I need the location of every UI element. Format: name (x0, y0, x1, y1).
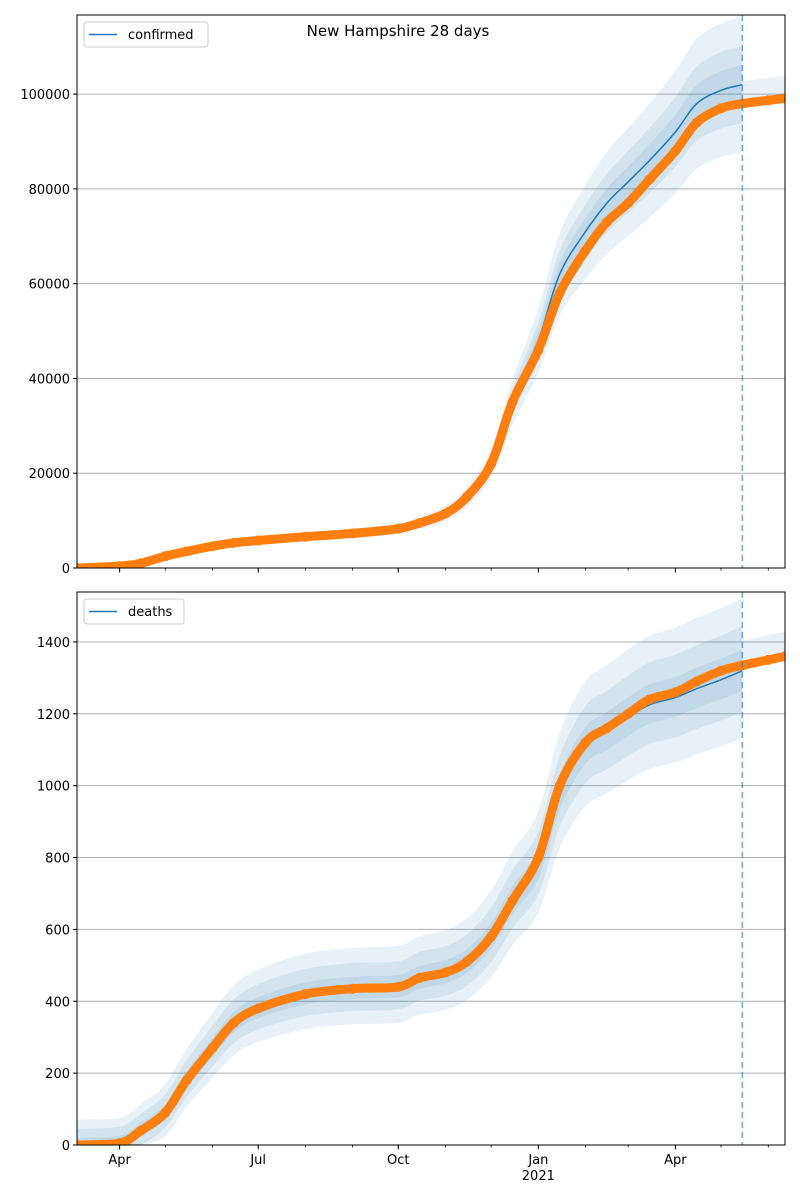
observed-point (414, 972, 425, 983)
observed-point (780, 93, 785, 104)
observed-point (300, 531, 311, 542)
y-tick-label: 0 (62, 562, 70, 577)
legend-label: confirmed (128, 28, 194, 43)
uncertainty-band-3 (77, 17, 743, 568)
observed-point (601, 217, 612, 228)
observed-point (77, 1140, 82, 1145)
observed-point (644, 694, 655, 705)
y-tick-label: 1400 (37, 636, 70, 651)
uncertainty-band-3 (77, 598, 743, 1145)
observed-point (207, 541, 218, 552)
observed-point (507, 895, 518, 906)
observed-point (461, 491, 472, 502)
legend-box (83, 598, 185, 625)
observed-point (114, 561, 125, 568)
observed-point (691, 676, 702, 687)
observed-point (253, 1003, 264, 1014)
legend: deaths (83, 598, 185, 625)
uncertainty-band-1 (77, 65, 743, 568)
observed-point (253, 535, 264, 546)
observed-point (486, 931, 497, 942)
observed-data-series (77, 93, 785, 568)
axes-frame (76, 14, 786, 569)
observed-point (601, 723, 612, 734)
y-tick-label: 800 (45, 852, 70, 867)
observed-point (228, 537, 239, 548)
plot-area (77, 598, 785, 1145)
y-tick-label: 1000 (37, 780, 70, 795)
x-tick-label: Jan (527, 1153, 548, 1168)
observed-point (486, 458, 497, 469)
observed-point (461, 956, 472, 967)
plot-area (77, 17, 785, 568)
observed-point (440, 508, 451, 519)
observed-point (670, 145, 681, 156)
panel-confirmed: 0 20000 40000 60000 80000 100000 confirmed (20, 14, 786, 577)
observed-point (623, 198, 634, 209)
y-tick-label: 60000 (29, 278, 70, 293)
observed-point (716, 665, 727, 676)
observed-point (691, 117, 702, 128)
observed-point (300, 989, 311, 1000)
observed-point (644, 174, 655, 185)
y-tick-label: 0 (62, 1139, 70, 1154)
legend-box (83, 21, 209, 48)
uncertainty-band-2 (77, 46, 743, 568)
observed-point (580, 737, 591, 748)
observed-point (580, 245, 591, 256)
x-tick-label: Oct (387, 1153, 409, 1168)
observed-point (554, 780, 565, 791)
y-tick-label: 100000 (20, 88, 70, 103)
observed-point (716, 103, 727, 114)
observed-point (507, 397, 518, 408)
x-tick-label: Apr (108, 1153, 131, 1168)
observed-point (135, 1125, 146, 1136)
observed-point (554, 288, 565, 299)
observed-point (347, 528, 358, 539)
observed-point (763, 654, 774, 665)
observed-point (440, 967, 451, 978)
observed-data-series (77, 651, 785, 1145)
y-tick-label: 200 (45, 1067, 70, 1082)
observed-point (160, 551, 171, 562)
chart-title: New Hampshire 28 days (307, 22, 490, 40)
x-tick-label: Apr (664, 1153, 687, 1168)
axes-frame (76, 591, 786, 1146)
observed-point (114, 1138, 125, 1145)
y-tick-label: 80000 (29, 183, 70, 198)
observed-point (533, 852, 544, 863)
panel-deaths: 0 200 400 600 800 1000 1200 1400 Apr Jul Oct Jan202… (37, 591, 786, 1184)
observed-point (737, 98, 748, 109)
observed-point (414, 517, 425, 528)
y-tick-label: 40000 (29, 372, 70, 387)
observed-point (77, 563, 82, 568)
observed-point (347, 983, 358, 994)
y-tick-label: 1200 (37, 708, 70, 723)
observed-point (393, 981, 404, 992)
observed-point (135, 558, 146, 568)
observed-point (763, 95, 774, 106)
observed-point (181, 1075, 192, 1086)
y-tick-label: 400 (45, 995, 70, 1010)
x-tick-label: Jul (249, 1153, 266, 1168)
y-tick-label: 20000 (29, 467, 70, 482)
observed-point (393, 523, 404, 534)
legend-label: deaths (128, 605, 173, 620)
observed-point (207, 1042, 218, 1053)
observed-point (780, 651, 785, 662)
observed-point (623, 708, 634, 719)
observed-point (670, 687, 681, 698)
observed-point (181, 546, 192, 557)
observed-point (533, 345, 544, 356)
y-tick-label: 600 (45, 923, 70, 938)
legend: confirmed (83, 21, 209, 48)
observed-point (228, 1017, 239, 1028)
x-tick-sublabel: 2021 (522, 1169, 555, 1184)
observed-point (160, 1107, 171, 1118)
